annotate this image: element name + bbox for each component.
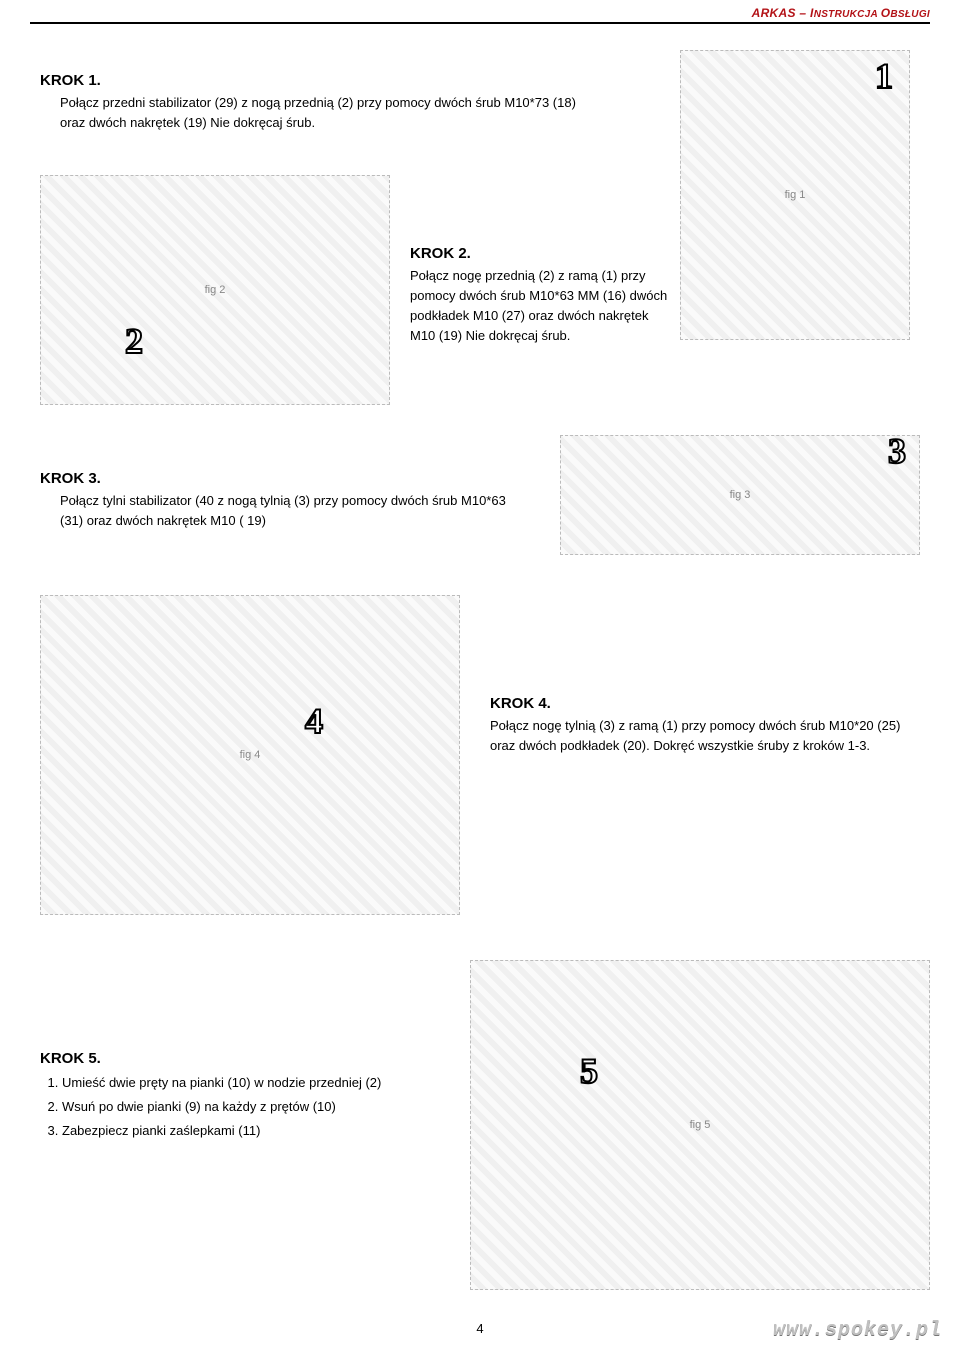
step3-block: KROK 3. Połącz tylni stabilizator (40 z …: [40, 470, 510, 531]
header-title-c: O: [881, 6, 891, 20]
header-title-d: BSŁUGI: [890, 9, 930, 20]
doc-header: ARKAS – INSTRUKCJA OBSŁUGI: [752, 6, 930, 20]
header-title-b: NSTRUKCJA: [814, 9, 881, 20]
step1-body: Połącz przedni stabilizator (29) z nogą …: [40, 93, 600, 133]
header-sep: –: [796, 6, 807, 20]
figure-3-label: fig 3: [730, 489, 751, 501]
step2-title: KROK 2.: [410, 245, 670, 262]
figure-2-number: 2: [125, 320, 143, 362]
footer-logo: www.spokey.pl: [773, 1319, 942, 1342]
figure-3: fig 3: [560, 435, 920, 555]
figure-2-label: fig 2: [205, 284, 226, 296]
figure-3-number: 3: [888, 430, 906, 472]
step3-body: Połącz tylni stabilizator (40 z nogą tyl…: [40, 491, 510, 531]
figure-4-number: 4: [305, 700, 323, 742]
figure-5-number: 5: [580, 1050, 598, 1092]
figure-4: fig 4: [40, 595, 460, 915]
step5-item: Umieść dwie pręty na pianki (10) w nodzi…: [62, 1073, 440, 1093]
step5-list: Umieść dwie pręty na pianki (10) w nodzi…: [40, 1073, 440, 1141]
figure-1-number: 1: [875, 55, 893, 97]
step2-block: KROK 2. Połącz nogę przednią (2) z ramą …: [410, 245, 670, 347]
step5-item: Zabezpiecz pianki zaślepkami (11): [62, 1121, 440, 1141]
step4-title: KROK 4.: [490, 695, 910, 712]
step4-block: KROK 4. Połącz nogę tylnią (3) z ramą (1…: [490, 695, 910, 756]
step5-item: Wsuń po dwie pianki (9) na każdy z prętó…: [62, 1097, 440, 1117]
figure-4-label: fig 4: [240, 749, 261, 761]
brand-name: ARKAS: [752, 6, 796, 20]
figure-5: fig 5: [470, 960, 930, 1290]
figure-2: fig 2: [40, 175, 390, 405]
step4-body: Połącz nogę tylnią (3) z ramą (1) przy p…: [490, 716, 910, 756]
step1-block: KROK 1. Połącz przedni stabilizator (29)…: [40, 72, 600, 133]
step2-body: Połącz nogę przednią (2) z ramą (1) przy…: [410, 266, 670, 347]
step5-title: KROK 5.: [40, 1050, 440, 1067]
figure-1-label: fig 1: [785, 189, 806, 201]
step1-title: KROK 1.: [40, 72, 600, 89]
figure-5-label: fig 5: [690, 1119, 711, 1131]
header-rule: [30, 22, 930, 24]
step3-title: KROK 3.: [40, 470, 510, 487]
step5-block: KROK 5. Umieść dwie pręty na pianki (10)…: [40, 1050, 440, 1145]
